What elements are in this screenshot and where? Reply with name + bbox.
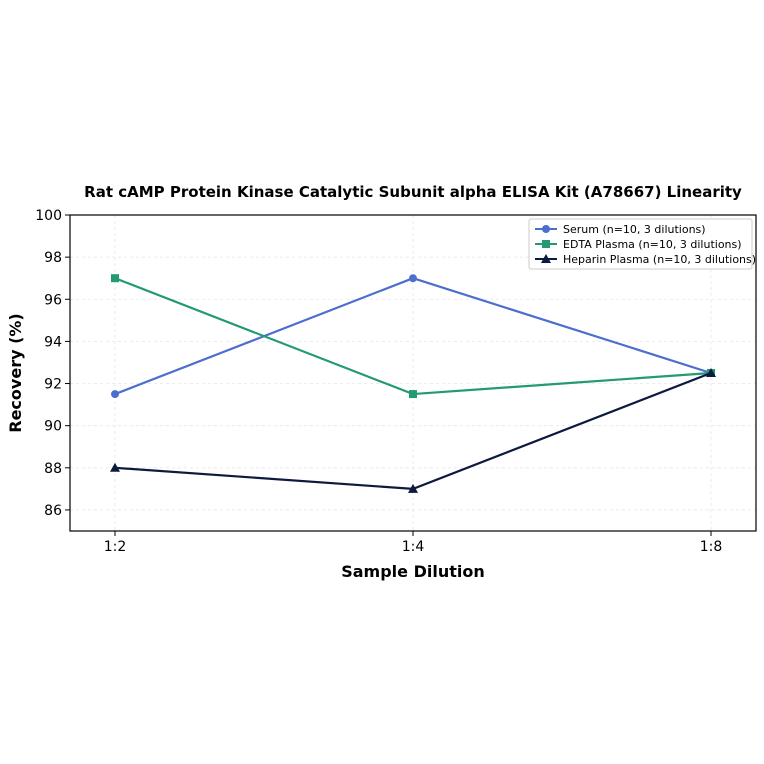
data-point [111, 274, 119, 283]
legend-item: Serum (n=10, 3 dilutions) [535, 223, 706, 236]
y-tick-label: 94 [44, 334, 62, 350]
y-tick-label: 86 [44, 503, 62, 519]
y-tick-label: 92 [44, 377, 62, 393]
y-tick-label: 88 [44, 461, 62, 477]
data-point [111, 390, 119, 399]
legend-box [528, 218, 753, 270]
data-point [706, 368, 716, 377]
data-point [110, 462, 120, 472]
y-axis: 86 88 90 92 94 96 98 100 [35, 208, 70, 519]
series-3 [110, 368, 716, 493]
legend-item: Heparin Plasma (n=10, 3 dilutions) [535, 253, 756, 266]
x-axis: 1:2 1:4 1:8 [104, 531, 723, 555]
y-tick-label: 98 [44, 250, 62, 266]
legend-label: Heparin Plasma (n=10, 3 dilutions) [563, 253, 756, 266]
legend-label: EDTA Plasma (n=10, 3 dilutions) [563, 238, 742, 251]
chart-title: Rat cAMP Protein Kinase Catalytic Subuni… [84, 183, 742, 201]
legend-item: EDTA Plasma (n=10, 3 dilutions) [535, 238, 742, 251]
legend-label: Serum (n=10, 3 dilutions) [563, 223, 706, 236]
x-tick-label: 1:4 [402, 539, 425, 555]
legend: Serum (n=10, 3 dilutions) EDTA Plasma (n=… [528, 218, 756, 270]
y-tick-label: 100 [35, 208, 62, 224]
data-point [409, 274, 417, 283]
x-axis-label: Sample Dilution [341, 562, 485, 581]
legend-marker [541, 254, 551, 263]
data-point [409, 390, 417, 399]
y-axis-label: Recovery (%) [6, 313, 25, 432]
x-tick-label: 1:8 [700, 539, 723, 555]
series-layer [110, 274, 716, 493]
x-tick-label: 1:2 [104, 539, 127, 555]
data-point [408, 483, 418, 493]
y-tick-label: 96 [44, 292, 62, 308]
y-tick-label: 90 [44, 419, 62, 435]
legend-marker [542, 240, 550, 248]
legend-marker [542, 225, 550, 233]
